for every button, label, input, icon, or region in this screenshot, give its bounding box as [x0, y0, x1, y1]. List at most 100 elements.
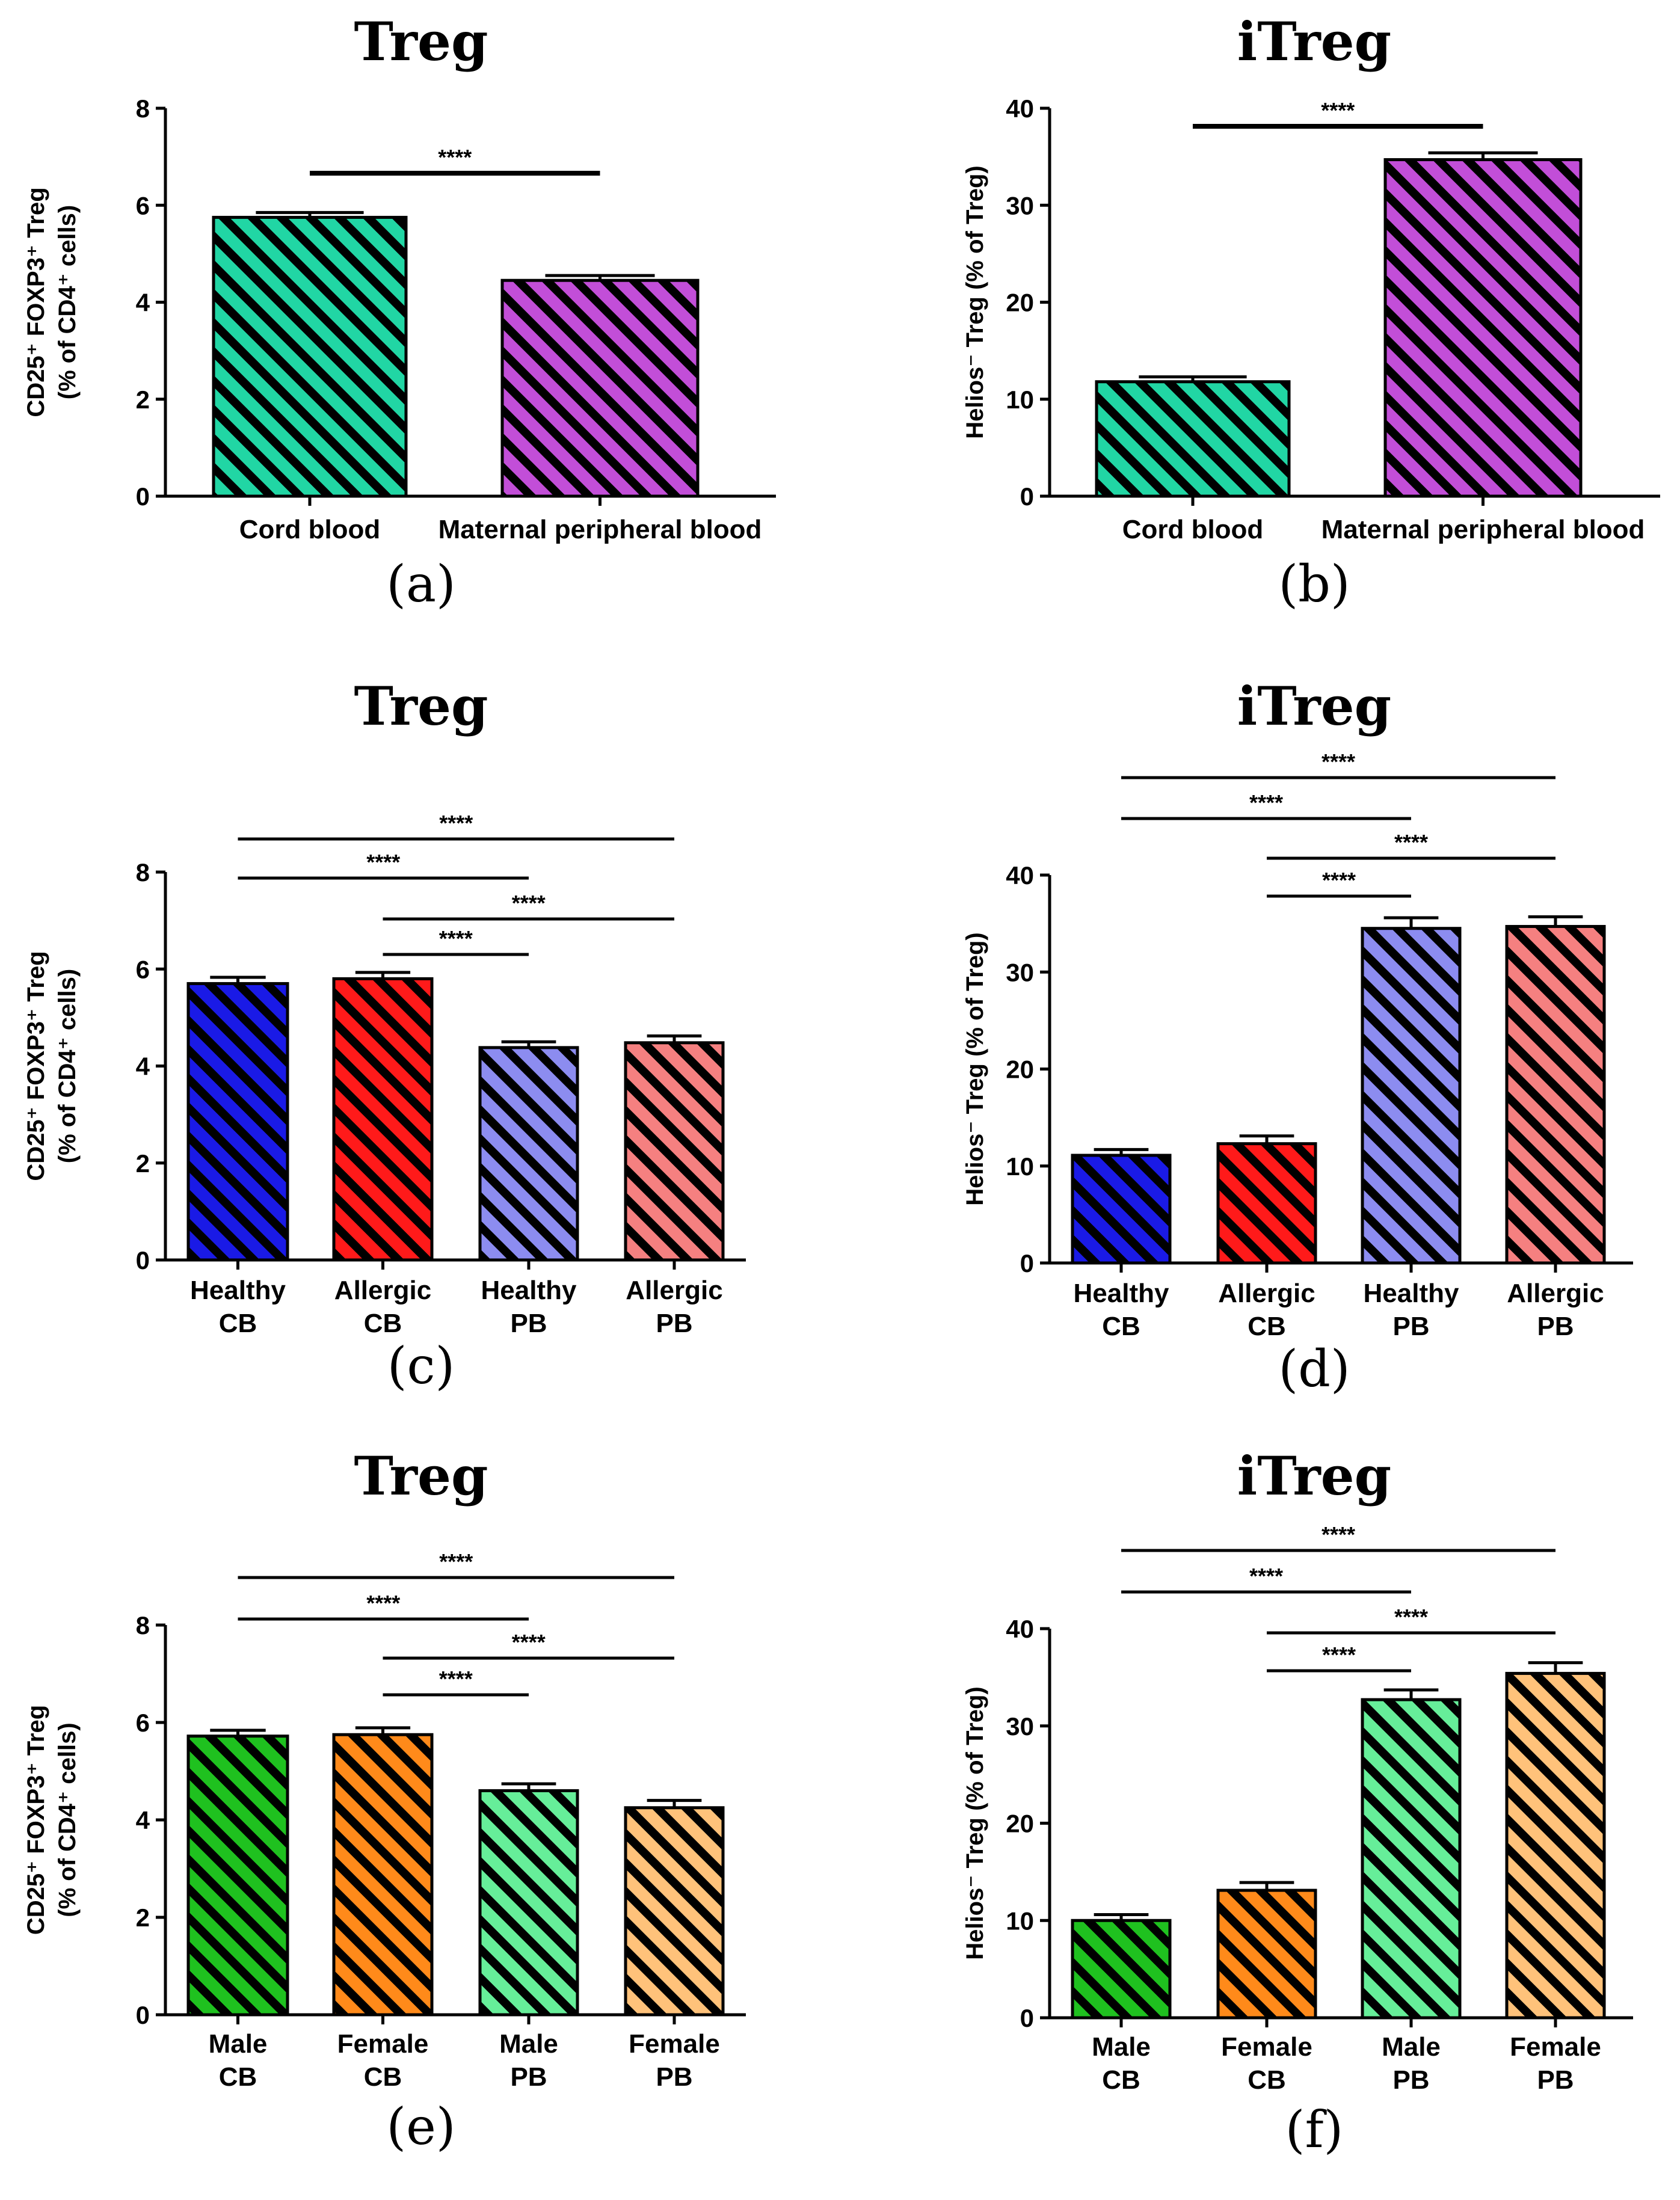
x-tick-label: CB	[1248, 2065, 1286, 2095]
x-tick-label: PB	[656, 2062, 692, 2092]
y-tick-label: 6	[136, 955, 150, 983]
x-tick-label: Healthy	[1364, 1279, 1459, 1308]
x-tick-label: CB	[1102, 2065, 1140, 2095]
y-tick-label: 20	[1006, 1055, 1034, 1084]
x-tick-label: CB	[1102, 1312, 1140, 1341]
significance-label: ****	[1394, 830, 1428, 855]
bar-hatch	[1383, 158, 1583, 498]
x-tick-label: Cord blood	[1122, 515, 1264, 544]
bar-hatch	[478, 1046, 579, 1262]
y-tick-label: 8	[136, 1611, 150, 1639]
significance-label: ****	[439, 926, 473, 951]
chart-title: Treg	[354, 1445, 488, 1507]
bar-hatch	[212, 215, 408, 498]
x-tick-label: Female	[629, 2029, 720, 2059]
y-axis-label-line: (% of CD4⁺ cells)	[54, 969, 81, 1163]
significance-label: ****	[366, 1591, 400, 1615]
bar-hatch	[1216, 1888, 1317, 2020]
panel-label: (d)	[1278, 1339, 1350, 1398]
y-axis-label: Helios⁻ Treg (% of Treg)	[962, 932, 988, 1206]
significance-label: ****	[439, 1549, 473, 1574]
y-tick-label: 8	[136, 94, 150, 123]
bar-hatch	[624, 1806, 725, 2017]
y-tick-label: 0	[136, 482, 150, 511]
chart-title: iTreg	[1237, 675, 1391, 737]
x-tick-label: CB	[219, 1309, 257, 1338]
y-tick-label: 0	[1020, 1249, 1034, 1277]
bar-hatch	[332, 1733, 434, 2017]
bar-hatch	[1361, 1698, 1462, 2020]
x-tick-label: PB	[510, 2062, 547, 2092]
y-tick-label: 0	[1020, 482, 1034, 511]
x-tick-label: Female	[337, 2029, 429, 2059]
x-tick-label: CB	[364, 1309, 402, 1338]
x-tick-label: Cord blood	[239, 515, 381, 544]
y-tick-label: 8	[136, 858, 150, 886]
y-tick-label: 2	[136, 1149, 150, 1178]
x-tick-label: Maternal peripheral blood	[438, 515, 762, 544]
y-tick-label: 40	[1006, 1615, 1034, 1643]
chart-title: Treg	[354, 675, 488, 737]
x-tick-label: PB	[656, 1309, 692, 1338]
y-axis-label-line: (% of CD4⁺ cells)	[54, 1722, 81, 1917]
x-tick-label: Allergic	[1218, 1279, 1315, 1308]
bar-hatch	[1216, 1142, 1317, 1265]
y-tick-label: 0	[136, 1246, 150, 1274]
y-tick-label: 0	[1020, 2004, 1034, 2032]
bar-hatch	[624, 1041, 725, 1262]
x-tick-label: CB	[364, 2062, 402, 2092]
y-axis-label-line: CD25⁺ FOXP3⁺ Treg	[23, 951, 49, 1181]
y-tick-label: 4	[136, 1052, 150, 1081]
x-tick-label: PB	[1392, 2065, 1429, 2095]
x-tick-label: Male	[209, 2029, 268, 2059]
x-tick-label: Female	[1510, 2032, 1601, 2062]
chart-panel-f: iTreg (f) Helios⁻ Treg (% of Treg) 0 10 20 30 4…	[962, 1445, 1633, 2159]
x-tick-label: PB	[510, 1309, 547, 1338]
y-tick-label: 2	[136, 1903, 150, 1932]
chart-title: iTreg	[1237, 10, 1391, 73]
x-tick-label: Healthy	[190, 1276, 286, 1305]
x-tick-label: Female	[1221, 2032, 1312, 2062]
y-axis-label: Helios⁻ Treg (% of Treg)	[962, 165, 988, 439]
x-tick-label: Allergic	[334, 1276, 431, 1305]
y-axis-label-line: Helios⁻ Treg (% of Treg)	[962, 1686, 988, 1960]
y-tick-label: 40	[1006, 94, 1034, 123]
panel-label: (c)	[387, 1336, 455, 1395]
bar-hatch	[186, 982, 289, 1262]
significance-label: ****	[1394, 1605, 1428, 1629]
y-axis-label-line: Helios⁻ Treg (% of Treg)	[962, 932, 988, 1206]
significance-label: ****	[512, 1630, 546, 1655]
y-axis-label-line: CD25⁺ FOXP3⁺ Treg	[23, 187, 49, 417]
x-tick-label: PB	[1537, 2065, 1574, 2095]
panel-label: (b)	[1278, 555, 1350, 613]
y-tick-label: 10	[1006, 1152, 1034, 1181]
chart-panel-a: Treg (a) CD25⁺ FOXP3⁺ Treg (% of CD4⁺ cells…	[23, 10, 776, 613]
bar-hatch	[1361, 927, 1462, 1265]
y-tick-label: 10	[1006, 386, 1034, 414]
y-tick-label: 30	[1006, 958, 1034, 986]
bar-hatch	[1505, 1671, 1606, 2020]
chart-panel-b: iTreg (b) Helios⁻ Treg (% of Treg) 0 10 20 30 4…	[962, 10, 1660, 613]
x-tick-label: PB	[1392, 1312, 1429, 1341]
significance-label: ****	[1322, 1642, 1356, 1667]
chart-title: Treg	[354, 10, 488, 73]
chart-title: iTreg	[1237, 1445, 1391, 1507]
y-tick-label: 10	[1006, 1907, 1034, 1935]
bar-hatch	[332, 977, 434, 1262]
y-tick-label: 6	[136, 191, 150, 220]
bar-hatch	[500, 278, 700, 498]
significance-label: ****	[439, 811, 473, 835]
significance-label: ****	[1249, 790, 1283, 815]
y-tick-label: 0	[136, 2001, 150, 2029]
y-tick-label: 30	[1006, 1712, 1034, 1741]
y-axis-label: CD25⁺ FOXP3⁺ Treg (% of CD4⁺ cells)	[23, 1705, 81, 1935]
significance-label: ****	[439, 1667, 473, 1691]
panel-label: (f)	[1285, 2100, 1344, 2159]
significance-label: ****	[366, 850, 400, 874]
significance-label: ****	[512, 891, 546, 915]
y-tick-label: 20	[1006, 289, 1034, 317]
y-axis-label-line: CD25⁺ FOXP3⁺ Treg	[23, 1705, 49, 1935]
x-tick-label: Healthy	[481, 1276, 577, 1305]
chart-panel-e: Treg (e) CD25⁺ FOXP3⁺ Treg (% of CD4⁺ cells…	[23, 1445, 746, 2156]
